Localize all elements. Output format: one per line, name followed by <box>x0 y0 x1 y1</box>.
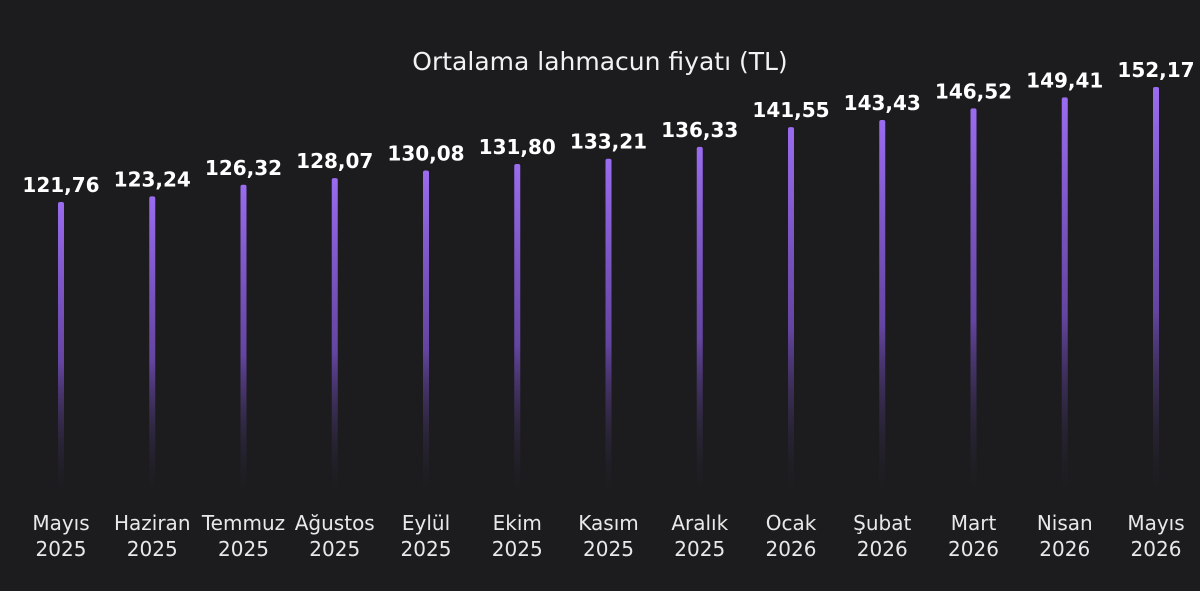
x-tick-label-year: 2025 <box>401 537 452 561</box>
data-label: 130,08 <box>387 142 464 166</box>
data-label: 141,55 <box>752 98 829 122</box>
x-tick-label-year: 2025 <box>36 537 87 561</box>
bar <box>514 164 521 495</box>
data-label: 128,07 <box>296 149 373 173</box>
x-tick-label-year: 2025 <box>309 537 360 561</box>
x-tick-label-year: 2025 <box>583 537 634 561</box>
x-tick-label-month: Ağustos <box>295 511 375 535</box>
bar <box>149 196 156 496</box>
x-tick-label-month: Nisan <box>1037 511 1093 535</box>
bar <box>58 202 64 495</box>
x-tick-label-year: 2025 <box>674 537 725 561</box>
data-label: 149,41 <box>1026 68 1103 92</box>
x-tick-label-year: 2025 <box>127 537 178 561</box>
bar <box>970 108 977 495</box>
x-tick-label-year: 2026 <box>1039 537 1090 561</box>
bar <box>331 178 338 495</box>
x-tick-label-year: 2025 <box>218 537 269 561</box>
chart-title: Ortalama lahmacun fiyatı (TL) <box>412 47 787 76</box>
x-tick-label-month: Mayıs <box>32 511 89 535</box>
x-tick-label-year: 2026 <box>766 537 817 561</box>
x-tick-label-month: Aralık <box>671 511 728 535</box>
x-tick-label-month: Haziran <box>114 511 191 535</box>
x-tick-label-month: Ekim <box>493 511 542 535</box>
data-label: 133,21 <box>570 130 647 154</box>
x-tick-label-month: Mart <box>951 511 997 535</box>
x-tick-label-year: 2026 <box>857 537 908 561</box>
bar <box>1061 97 1068 496</box>
bar-marks: 121,76Mayıs2025123,24Haziran2025126,32Te… <box>22 58 1194 561</box>
x-tick-label-month: Temmuz <box>201 511 285 535</box>
x-tick-label-year: 2025 <box>492 537 543 561</box>
bar <box>1153 87 1159 495</box>
bar <box>605 158 612 495</box>
x-tick-label-year: 2026 <box>948 537 999 561</box>
x-tick-label-month: Şubat <box>853 511 911 535</box>
bar <box>879 120 886 495</box>
data-label: 126,32 <box>205 156 282 180</box>
data-label: 131,80 <box>479 135 556 159</box>
bar <box>423 170 429 495</box>
bar <box>788 127 794 495</box>
data-label: 136,33 <box>661 118 738 142</box>
x-tick-label-year: 2026 <box>1131 537 1182 561</box>
data-label: 143,43 <box>844 91 921 115</box>
x-tick-label-month: Kasım <box>578 511 638 535</box>
x-tick-label-month: Mayıs <box>1127 511 1184 535</box>
x-tick-label-month: Eylül <box>402 511 450 535</box>
x-tick-label-month: Ocak <box>766 511 817 535</box>
data-label: 121,76 <box>22 173 99 197</box>
bar <box>240 184 247 495</box>
bar <box>696 146 703 495</box>
data-label: 123,24 <box>114 167 191 191</box>
data-label: 146,52 <box>935 79 1012 103</box>
data-label: 152,17 <box>1117 58 1194 82</box>
